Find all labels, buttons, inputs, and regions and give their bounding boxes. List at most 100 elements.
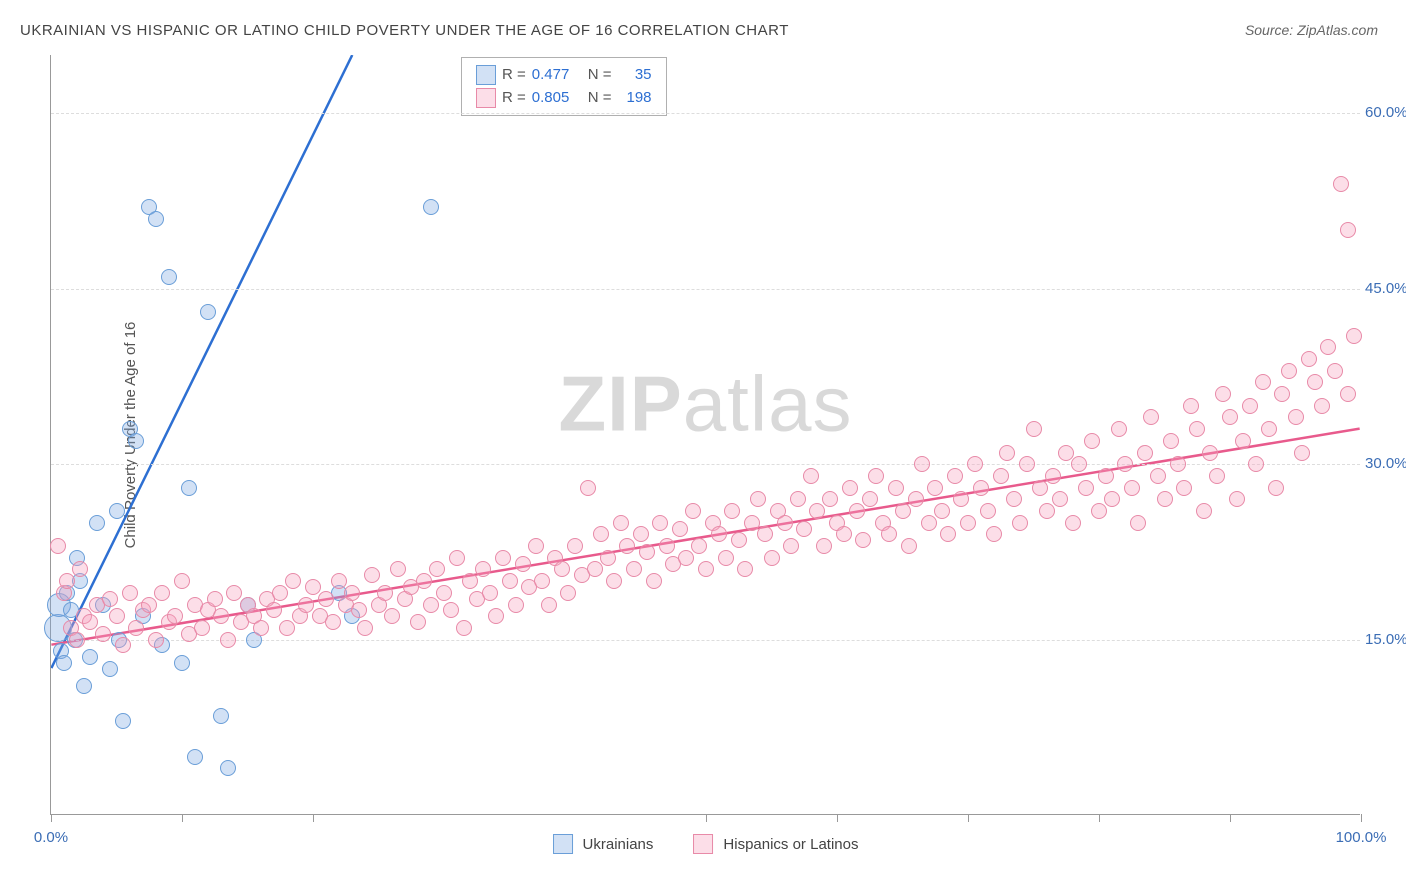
y-tick-label: 15.0% (1365, 631, 1406, 648)
scatter-point (200, 304, 216, 320)
scatter-point (253, 620, 269, 636)
x-tick-mark (313, 814, 314, 822)
scatter-point (842, 480, 858, 496)
scatter-point (1071, 456, 1087, 472)
scatter-point (377, 585, 393, 601)
scatter-point (1229, 491, 1245, 507)
legend-r-label: R = (502, 64, 526, 87)
scatter-point (220, 632, 236, 648)
scatter-point (980, 503, 996, 519)
scatter-point (1163, 433, 1179, 449)
scatter-point (1196, 503, 1212, 519)
scatter-point (953, 491, 969, 507)
scatter-point (908, 491, 924, 507)
scatter-point (672, 521, 688, 537)
scatter-point (1189, 421, 1205, 437)
scatter-point (1084, 433, 1100, 449)
scatter-point (1045, 468, 1061, 484)
scatter-point (1340, 386, 1356, 402)
scatter-point (1340, 222, 1356, 238)
scatter-point (927, 480, 943, 496)
scatter-point (554, 561, 570, 577)
x-tick-mark (1099, 814, 1100, 822)
scatter-point (1078, 480, 1094, 496)
scatter-point (809, 503, 825, 519)
x-tick-mark (837, 814, 838, 822)
scatter-point (72, 561, 88, 577)
scatter-point (541, 597, 557, 613)
scatter-point (587, 561, 603, 577)
scatter-point (600, 550, 616, 566)
scatter-point (456, 620, 472, 636)
legend-n-value: 35 (618, 64, 652, 87)
legend-n-label: N = (588, 64, 612, 87)
scatter-point (816, 538, 832, 554)
scatter-point (724, 503, 740, 519)
x-tick-mark (1230, 814, 1231, 822)
scatter-point (757, 526, 773, 542)
scatter-point (1058, 445, 1074, 461)
scatter-point (443, 602, 459, 618)
scatter-point (737, 561, 753, 577)
scatter-point (305, 579, 321, 595)
scatter-point (285, 573, 301, 589)
scatter-point (82, 649, 98, 665)
scatter-point (560, 585, 576, 601)
scatter-point (213, 608, 229, 624)
scatter-point (993, 468, 1009, 484)
x-tick-mark (1361, 814, 1362, 822)
scatter-point (495, 550, 511, 566)
scatter-point (1248, 456, 1264, 472)
scatter-point (868, 468, 884, 484)
scatter-point (1065, 515, 1081, 531)
scatter-point (50, 538, 66, 554)
plot-area: Child Poverty Under the Age of 16 ZIPatl… (50, 55, 1360, 815)
scatter-point (593, 526, 609, 542)
scatter-point (56, 655, 72, 671)
scatter-point (279, 620, 295, 636)
scatter-point (822, 491, 838, 507)
scatter-point (613, 515, 629, 531)
scatter-point (777, 515, 793, 531)
scatter-point (1215, 386, 1231, 402)
scatter-point (646, 573, 662, 589)
scatter-point (82, 614, 98, 630)
x-tick-label: 0.0% (34, 829, 68, 846)
scatter-point (1294, 445, 1310, 461)
legend-row: R = 0.805 N = 198 (476, 87, 652, 110)
scatter-point (1117, 456, 1133, 472)
scatter-point (862, 491, 878, 507)
scatter-point (1143, 409, 1159, 425)
scatter-point (1183, 398, 1199, 414)
scatter-point (914, 456, 930, 472)
scatter-point (973, 480, 989, 496)
scatter-point (1137, 445, 1153, 461)
scatter-point (1314, 398, 1330, 414)
scatter-point (429, 561, 445, 577)
scatter-point (1052, 491, 1068, 507)
scatter-point (423, 597, 439, 613)
scatter-point (731, 532, 747, 548)
scatter-point (462, 573, 478, 589)
scatter-point (1301, 351, 1317, 367)
scatter-point (849, 503, 865, 519)
scatter-point (1124, 480, 1140, 496)
legend-item: Ukrainians (553, 834, 654, 854)
y-tick-label: 60.0% (1365, 104, 1406, 121)
scatter-point (1261, 421, 1277, 437)
legend-n-value: 198 (618, 87, 652, 110)
scatter-point (344, 585, 360, 601)
scatter-point (606, 573, 622, 589)
legend-r-value: 0.477 (532, 64, 582, 87)
scatter-point (888, 480, 904, 496)
scatter-point (1242, 398, 1258, 414)
scatter-point (449, 550, 465, 566)
scatter-point (528, 538, 544, 554)
scatter-point (161, 269, 177, 285)
scatter-point (1150, 468, 1166, 484)
scatter-point (934, 503, 950, 519)
scatter-point (1006, 491, 1022, 507)
scatter-point (351, 602, 367, 618)
scatter-point (436, 585, 452, 601)
scatter-point (1098, 468, 1114, 484)
